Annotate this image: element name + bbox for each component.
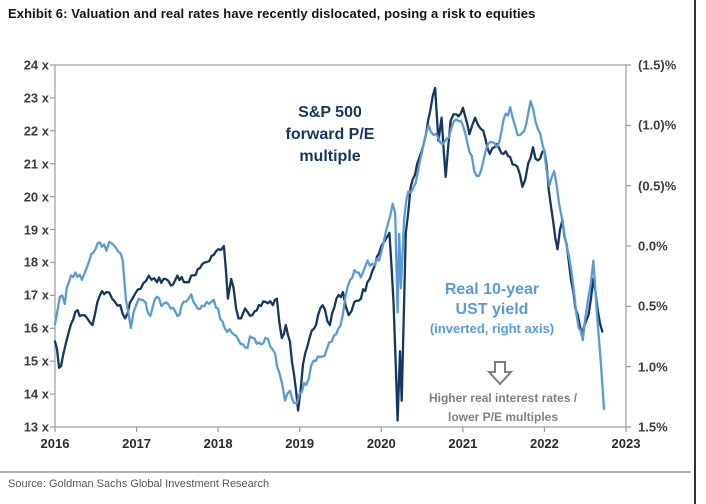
y-right-tick-label: (1.5)%: [638, 57, 677, 73]
annotation-yield-subtitle: (inverted, right axis): [429, 321, 555, 336]
pe-series-line: [53, 86, 604, 422]
annotation-pe-line1: S&P 500: [298, 104, 362, 121]
y-left-tick-label: 17 x: [23, 287, 49, 303]
page-edge-line: [694, 0, 696, 504]
y-right-tick-label: (1.0)%: [638, 117, 677, 133]
y-left-tick-label: 18 x: [23, 254, 49, 270]
annotation-note-line2: lower P/E multiples: [447, 410, 559, 424]
x-tick-label: 2018: [203, 436, 233, 451]
x-tick-label: 2023: [611, 436, 641, 451]
x-tick-label: 2020: [366, 436, 396, 451]
y-left-tick-label: 22 x: [23, 123, 49, 139]
y-right-tick-label: 0.0%: [638, 238, 668, 254]
y-left-tick-label: 19 x: [23, 222, 49, 238]
annotation-pe-line3: multiple: [299, 148, 361, 165]
x-tick-label: 2017: [122, 436, 152, 451]
yield-series-line: [53, 100, 606, 411]
x-tick-label: 2019: [285, 436, 315, 451]
source-divider: [0, 471, 691, 473]
y-right-tick-label: 1.0%: [638, 359, 668, 375]
annotation-pe-label: S&P 500 forward P/E multiple: [250, 102, 410, 168]
annotation-yield-line2: UST yield: [455, 301, 529, 318]
y-right-tick-label: (0.5)%: [638, 178, 677, 194]
y-left-tick-label: 24 x: [23, 57, 49, 73]
y-left-tick-label: 16 x: [23, 320, 49, 336]
y-right-tick-label: 0.5%: [638, 298, 668, 314]
annotation-rates-note: Higher real interest rates / lower P/E m…: [410, 389, 596, 427]
annotation-yield-label: Real 10-year UST yield (inverted, right …: [400, 280, 584, 338]
y-left-tick-label: 23 x: [23, 90, 49, 106]
source-text: Source: Goldman Sachs Global Investment …: [8, 478, 270, 490]
y-left-tick-label: 15 x: [23, 353, 49, 369]
y-left-tick-label: 13 x: [23, 419, 49, 435]
y-left-tick-label: 20 x: [23, 189, 49, 205]
y-left-tick-label: 14 x: [23, 386, 49, 402]
annotation-note-line1: Higher real interest rates /: [428, 391, 578, 405]
x-tick-label: 2016: [40, 436, 70, 451]
x-tick-label: 2021: [448, 436, 478, 451]
x-tick-label: 2022: [529, 436, 559, 451]
exhibit-title: Exhibit 6: Valuation and real rates have…: [8, 6, 536, 21]
annotation-pe-line2: forward P/E: [285, 126, 375, 143]
annotation-yield-line1: Real 10-year: [444, 281, 540, 298]
down-arrow-icon: [487, 361, 513, 386]
axis-tick-marks: [50, 64, 631, 432]
y-left-tick-label: 21 x: [23, 156, 49, 172]
y-right-tick-label: 1.5%: [638, 419, 668, 435]
